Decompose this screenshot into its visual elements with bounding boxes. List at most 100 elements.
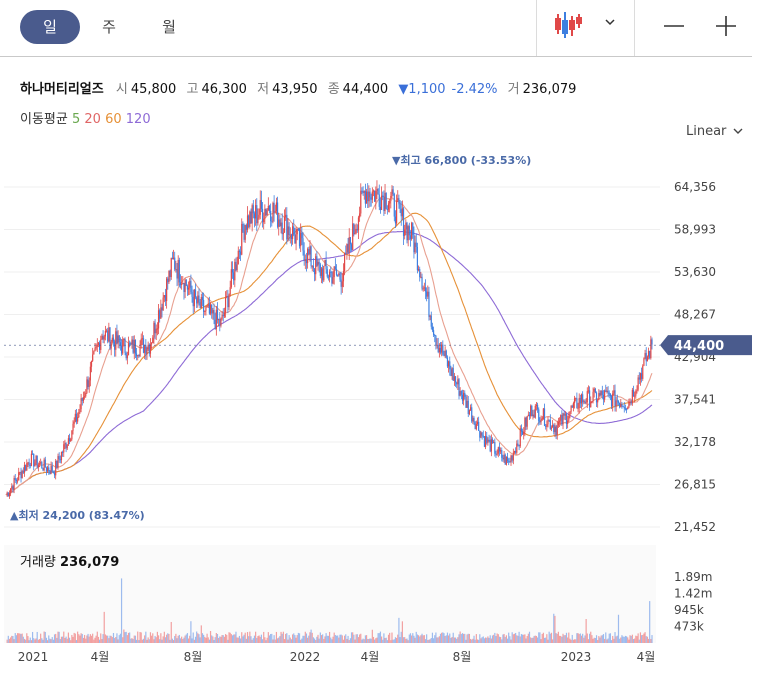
scale-selector[interactable]: Linear: [686, 124, 745, 139]
volume-bar: [636, 636, 638, 643]
volume-bar: [428, 639, 430, 643]
candle-body: [457, 379, 459, 385]
volume-bar: [155, 637, 157, 643]
candle-body: [142, 338, 145, 353]
volume-bar: [484, 637, 487, 643]
volume-bar: [211, 635, 213, 643]
candle-body: [108, 327, 110, 342]
volume-bar: [182, 639, 184, 643]
volume-bar: [122, 637, 124, 643]
candle-body: [341, 281, 343, 287]
volume-bar: [238, 635, 241, 643]
candle-body: [503, 454, 505, 460]
volume-bar: [281, 633, 283, 643]
candle-body: [161, 307, 163, 311]
volume-bar: [138, 640, 140, 643]
candlestick-icon[interactable]: [550, 0, 590, 56]
volume-bar: [535, 635, 538, 643]
volume-bar: [461, 633, 464, 643]
candle-body: [342, 271, 345, 282]
volume-bar: [622, 636, 624, 643]
candle-body: [183, 283, 185, 293]
volume-bar: [512, 634, 514, 643]
candle-body: [532, 414, 534, 417]
candle-body: [557, 421, 559, 426]
volume-bar: [326, 635, 328, 643]
volume-bar: [271, 633, 273, 643]
tab-day[interactable]: 일: [20, 10, 80, 44]
candle-body: [496, 453, 498, 455]
volume-bar: [242, 636, 244, 643]
volume-bar: [163, 631, 165, 643]
candle-body: [305, 259, 308, 264]
volume-bar: [541, 633, 543, 643]
candle-body: [452, 368, 454, 381]
candle-body: [212, 310, 214, 314]
candle-body: [239, 251, 242, 255]
minus-icon[interactable]: [660, 0, 688, 56]
candle-body: [432, 330, 435, 335]
volume-bar: [335, 635, 338, 643]
volume-bar: [570, 639, 572, 643]
candle-body: [231, 269, 234, 273]
tab-week[interactable]: 주: [102, 18, 116, 36]
volume-bar: [422, 635, 424, 643]
candle-body: [153, 322, 155, 338]
volume-bar: [124, 632, 126, 643]
candle-body: [528, 414, 531, 417]
candle-body: [323, 265, 325, 281]
volume-bar: [496, 633, 498, 643]
volume-bar: [376, 637, 378, 643]
candle-body: [352, 223, 354, 250]
candle-body: [327, 276, 330, 278]
candle-body: [164, 295, 167, 302]
candle-body: [38, 463, 41, 465]
candle-body: [8, 492, 11, 497]
toolbar: 일 주 월: [0, 0, 752, 57]
ma-legend: 이동평균 5 20 60 120: [20, 108, 151, 127]
candle-body: [92, 354, 94, 361]
volume-bar: [583, 637, 585, 643]
candle-body: [13, 477, 15, 490]
volume-bar: [617, 614, 620, 643]
candle-body: [237, 250, 239, 265]
volume-bar: [25, 639, 27, 643]
volume-bar: [305, 633, 308, 643]
volume-bar: [157, 635, 160, 643]
candle-body: [260, 200, 262, 209]
candle-body: [125, 352, 127, 359]
candle-body: [538, 409, 540, 422]
ma-120: 120: [125, 112, 151, 127]
candle-body: [117, 335, 119, 344]
candle-body: [167, 278, 169, 283]
volume-bar: [360, 633, 362, 643]
volume-bar: [43, 631, 45, 643]
volume-bar: [7, 635, 9, 643]
candle-body: [585, 402, 587, 404]
candle-body: [259, 200, 261, 215]
volume-bar: [608, 633, 610, 643]
candle-body: [644, 353, 646, 359]
candle-body: [588, 390, 591, 408]
volume-bar: [405, 638, 407, 643]
volume-bar: [183, 637, 185, 643]
candle-body: [23, 464, 26, 473]
volume-bar: [49, 638, 51, 643]
volume-bar: [27, 636, 29, 643]
volume-bar: [193, 639, 195, 643]
candle-body: [64, 443, 66, 445]
candle-body: [293, 226, 295, 235]
chevron-down-icon[interactable]: [600, 0, 620, 56]
candle-body: [540, 420, 542, 423]
volume-panel-label: 거래량 236,079: [20, 551, 119, 570]
volume-bar: [437, 637, 439, 643]
candle-body: [505, 456, 507, 465]
tab-month[interactable]: 월: [162, 18, 176, 36]
candle-body: [417, 269, 420, 271]
y-tick-label: 26,815: [674, 478, 716, 492]
volume-bar: [78, 634, 80, 643]
candle-body: [50, 466, 52, 474]
plus-icon[interactable]: [712, 0, 740, 56]
candle-body: [421, 276, 423, 289]
